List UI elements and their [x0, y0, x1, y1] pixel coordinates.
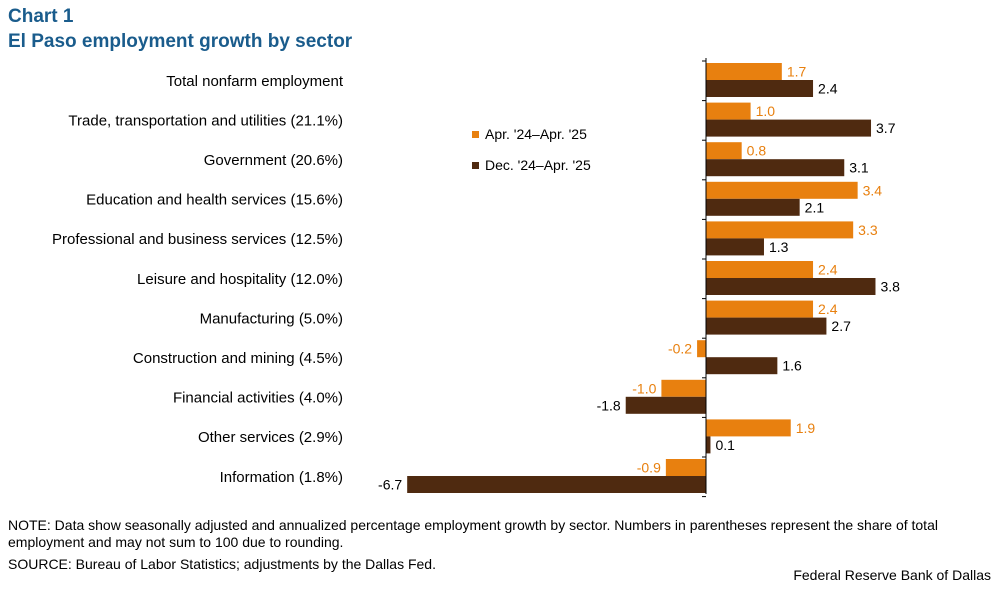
bar-apr24-apr25 [706, 181, 858, 199]
data-label: 0.1 [715, 437, 735, 453]
legend-swatch [472, 162, 479, 169]
data-label: 2.4 [818, 301, 838, 317]
category-label: Financial activities (4.0%) [173, 390, 343, 407]
data-label: 1.9 [796, 420, 816, 436]
bar-apr24-apr25 [706, 142, 742, 160]
category-label: Information (1.8%) [220, 469, 343, 486]
bar-dec24-apr25 [706, 159, 845, 177]
data-label: 1.7 [787, 64, 807, 80]
data-label: 3.1 [849, 160, 869, 176]
bar-dec24-apr25 [706, 119, 872, 137]
category-label: Other services (2.9%) [198, 429, 343, 446]
data-label: -1.8 [597, 397, 621, 413]
data-label: 3.8 [880, 279, 900, 295]
bar-dec24-apr25 [706, 317, 827, 335]
data-label: -0.2 [668, 341, 692, 357]
bar-dec24-apr25 [706, 357, 778, 375]
bar-apr24-apr25 [706, 261, 814, 278]
category-label: Professional and business services (12.5… [52, 231, 343, 248]
legend-label: Dec. '24–Apr. '25 [485, 157, 591, 173]
bar-apr24-apr25 [706, 102, 751, 120]
bar-dec24-apr25 [706, 278, 876, 295]
bar-apr24-apr25 [706, 419, 791, 437]
data-label: 2.4 [818, 81, 838, 97]
bar-apr24-apr25 [706, 300, 814, 318]
data-label: 1.3 [769, 239, 789, 255]
data-label: 3.7 [876, 120, 896, 136]
chart-note: NOTE: Data show seasonally adjusted and … [8, 517, 938, 550]
bar-apr24-apr25 [706, 63, 782, 80]
category-label: Manufacturing (5.0%) [200, 310, 343, 327]
bar-apr24-apr25 [697, 340, 706, 358]
legend-label: Apr. '24–Apr. '25 [485, 126, 587, 142]
data-label: -0.9 [637, 460, 661, 476]
data-label: 2.4 [818, 262, 838, 278]
footer-credit: Federal Reserve Bank of Dallas [793, 567, 991, 583]
bar-dec24-apr25 [625, 396, 706, 414]
bar-dec24-apr25 [706, 80, 814, 97]
category-label: Education and health services (15.6%) [86, 192, 343, 209]
chart-title: El Paso employment growth by sector [8, 31, 353, 52]
data-label: 2.7 [831, 318, 851, 334]
data-label: -6.7 [378, 477, 402, 493]
data-label: 0.8 [747, 143, 767, 159]
chart-source: SOURCE: Bureau of Labor Statistics; adju… [8, 556, 436, 572]
chart-label: Chart 1 [8, 6, 74, 27]
bar-dec24-apr25 [706, 198, 800, 216]
category-label: Trade, transportation and utilities (21.… [68, 112, 343, 129]
bar-apr24-apr25 [665, 459, 706, 476]
legend-swatch [472, 131, 479, 138]
category-label: Construction and mining (4.5%) [133, 350, 343, 367]
bar-chart: Total nonfarm employment 1.7 2.4 Trade, tra… [52, 58, 900, 498]
bar-dec24-apr25 [706, 238, 764, 256]
bar-apr24-apr25 [706, 221, 854, 239]
category-label: Leisure and hospitality (12.0%) [137, 271, 343, 288]
data-label: 3.4 [863, 182, 883, 198]
data-label: 1.6 [782, 358, 802, 374]
data-label: 1.0 [756, 103, 776, 119]
data-label: 2.1 [805, 199, 825, 215]
data-label: 3.3 [858, 222, 878, 238]
bar-dec24-apr25 [407, 476, 706, 493]
bar-apr24-apr25 [661, 379, 706, 397]
category-label: Government (20.6%) [204, 152, 343, 169]
category-label: Total nonfarm employment [166, 73, 344, 90]
bar-dec24-apr25 [706, 436, 711, 454]
data-label: -1.0 [632, 380, 656, 396]
